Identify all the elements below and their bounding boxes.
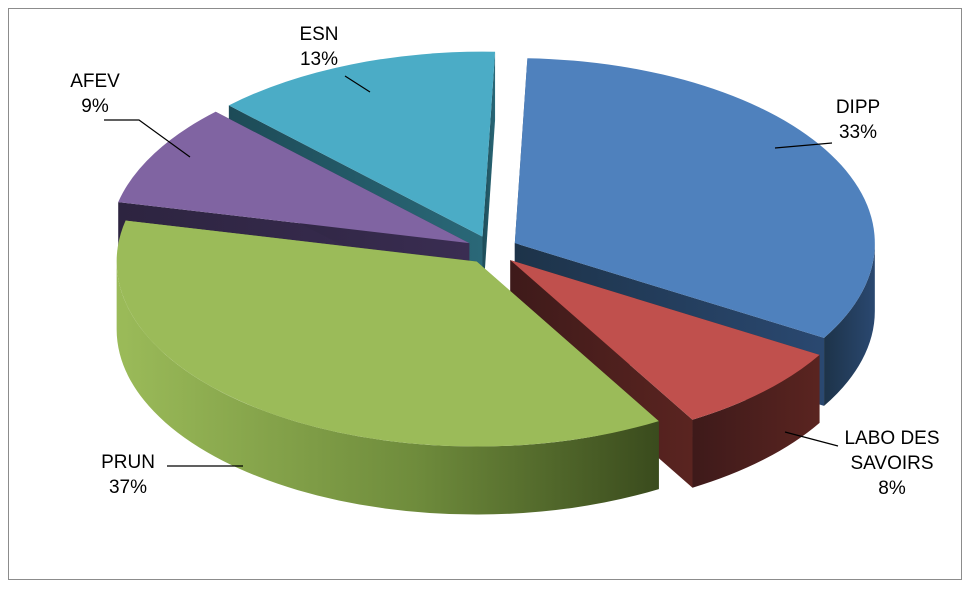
leader-line-afev xyxy=(104,119,191,158)
data-label-percent: 8% xyxy=(878,478,906,499)
data-label-category: AFEV xyxy=(70,71,120,92)
pie-slice-prun xyxy=(116,220,659,515)
data-label-percent: 33% xyxy=(839,122,877,143)
data-label-percent: 13% xyxy=(300,49,338,70)
slice-top xyxy=(514,58,875,338)
slice-top xyxy=(228,51,496,237)
data-label-category: LABO DES xyxy=(844,428,939,449)
slice-side xyxy=(692,354,820,488)
slice-side xyxy=(824,243,875,406)
slice-top xyxy=(116,220,659,447)
leader-line-dipp xyxy=(774,142,833,149)
data-label-percent: 9% xyxy=(81,96,109,117)
slice-wall xyxy=(482,51,496,305)
data-label-category: PRUN xyxy=(101,452,155,473)
data-label-percent: 37% xyxy=(109,477,147,498)
data-label-category: ESN xyxy=(299,24,338,45)
data-label-category: DIPP xyxy=(836,97,880,118)
slice-side xyxy=(116,261,659,515)
slice-top xyxy=(118,111,470,244)
slice-top xyxy=(510,260,820,420)
data-label-category: SAVOIRS xyxy=(850,453,933,474)
leader-line-labo-des-savoirs xyxy=(784,431,839,447)
leader-line-esn xyxy=(344,75,371,93)
